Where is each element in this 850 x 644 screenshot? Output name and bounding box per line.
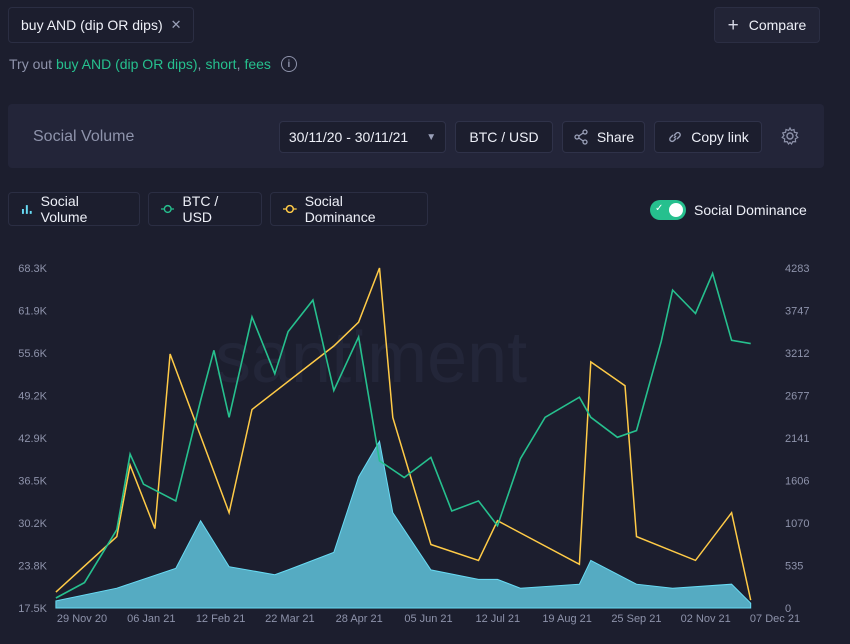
y-left-tick-label: 42.9K	[18, 433, 47, 445]
y-left-tick-label: 23.8K	[18, 561, 47, 573]
x-tick-label: 25 Sep 21	[611, 613, 661, 625]
y-left-tick-label: 68.3K	[18, 263, 47, 275]
search-query-chip[interactable]: buy AND (dip OR dips) ✕	[8, 7, 194, 43]
y-left-tick-label: 17.5K	[18, 603, 47, 615]
watermark: santiment	[215, 318, 527, 398]
social-dominance-line	[55, 267, 752, 601]
date-range-value: 30/11/20 - 30/11/21	[288, 129, 409, 145]
y-left-tick-label: 61.9K	[18, 306, 47, 318]
y-left-tick-label: 36.5K	[18, 476, 47, 488]
series-btc-usd	[55, 271, 751, 599]
compare-label: Compare	[748, 17, 807, 33]
circle-icon	[161, 204, 175, 214]
suggestion-link-3[interactable]: fees	[244, 56, 271, 72]
legend-label: Social Dominance	[304, 193, 376, 225]
y-axis-right: 4283 3747 3212 2677 2141 1606 1070 535 0	[785, 263, 809, 615]
x-tick-label: 02 Nov 21	[681, 613, 731, 625]
toggle-knob	[669, 203, 683, 217]
y-axis-left: 68.3K 61.9K 55.6K 49.2K 42.9K 36.5K 30.2K 23.8K…	[18, 263, 47, 615]
chart-area[interactable]: santiment 68.3K 61.9K 55.6K 49.2K 42.9K 36.5K…	[0, 252, 850, 644]
legend-btc-usd[interactable]: BTC / USD	[148, 192, 262, 226]
check-icon: ✓	[655, 203, 664, 214]
chart-toolbar: Social Volume 30/11/20 - 30/11/21 ▼ BTC …	[8, 104, 824, 168]
series-social-volume	[55, 439, 752, 609]
y-right-tick-label: 0	[785, 603, 791, 615]
info-icon[interactable]: i	[280, 56, 297, 72]
link-icon	[669, 131, 682, 143]
y-right-tick-label: 1070	[785, 518, 809, 530]
x-tick-label: 28 Apr 21	[336, 613, 383, 625]
series-social-dominance	[55, 267, 752, 601]
y-right-tick-label: 535	[785, 561, 803, 573]
asset-selector[interactable]: BTC / USD	[455, 121, 553, 153]
hint-prefix: Try out	[9, 56, 53, 72]
gear-icon[interactable]	[780, 126, 800, 146]
date-range-picker[interactable]: 30/11/20 - 30/11/21 ▼	[279, 121, 446, 153]
close-icon[interactable]: ✕	[170, 17, 182, 32]
x-tick-label: 12 Feb 21	[196, 613, 246, 625]
x-tick-label: 22 Mar 21	[265, 613, 315, 625]
y-right-tick-label: 2677	[785, 391, 809, 403]
x-tick-label: 07 Dec 21	[750, 613, 800, 625]
x-tick-label: 06 Jan 21	[127, 613, 175, 625]
copy-link-button[interactable]: Copy link	[654, 121, 762, 153]
share-button[interactable]: Share	[562, 121, 645, 153]
compare-button[interactable]: + Compare	[714, 7, 820, 43]
toggle-label: Social Dominance	[694, 202, 807, 218]
asset-label: BTC / USD	[469, 129, 539, 145]
circle-icon	[283, 204, 297, 214]
social-dominance-toggle-group: ✓ Social Dominance	[650, 200, 807, 220]
y-left-tick-label: 49.2K	[18, 391, 47, 403]
y-right-tick-label: 1606	[785, 476, 809, 488]
share-label: Share	[596, 129, 635, 145]
chevron-down-icon: ▼	[426, 131, 437, 143]
legend-social-volume[interactable]: Social Volume	[8, 192, 140, 226]
social-dominance-toggle[interactable]: ✓	[650, 200, 686, 220]
x-tick-label: 05 Jun 21	[404, 613, 452, 625]
chart-title: Social Volume	[33, 128, 135, 145]
plus-icon: +	[727, 14, 739, 36]
y-left-tick-label: 55.6K	[18, 348, 47, 360]
x-tick-label: 19 Aug 21	[542, 613, 592, 625]
y-right-tick-label: 4283	[785, 263, 809, 275]
suggestion-link-2[interactable]: short	[205, 56, 237, 72]
x-tick-label: 12 Jul 21	[475, 613, 520, 625]
search-query-text: buy AND (dip OR dips)	[21, 17, 163, 33]
legend-label: Social Volume	[40, 193, 88, 225]
y-right-tick-label: 3212	[785, 348, 809, 360]
suggestion-link-1[interactable]: buy AND (dip OR dips)	[55, 56, 198, 72]
y-right-tick-label: 3747	[785, 306, 809, 318]
y-right-tick-label: 2141	[785, 433, 809, 445]
share-icon	[574, 129, 588, 145]
x-tick-label: 29 Nov 20	[57, 613, 107, 625]
copy-link-label: Copy link	[691, 129, 749, 145]
x-axis: 29 Nov 20 06 Jan 21 12 Feb 21 22 Mar 21 28 A…	[57, 613, 800, 625]
btc-usd-line	[55, 271, 751, 599]
legend-social-dominance[interactable]: Social Dominance	[270, 192, 428, 226]
bar-chart-icon	[21, 205, 32, 214]
legend-label: BTC / USD	[182, 193, 219, 225]
y-left-tick-label: 30.2K	[18, 518, 47, 530]
social-volume-area	[55, 439, 752, 609]
suggestions-hint: Try out buy AND (dip OR dips), short, fe…	[9, 56, 297, 72]
